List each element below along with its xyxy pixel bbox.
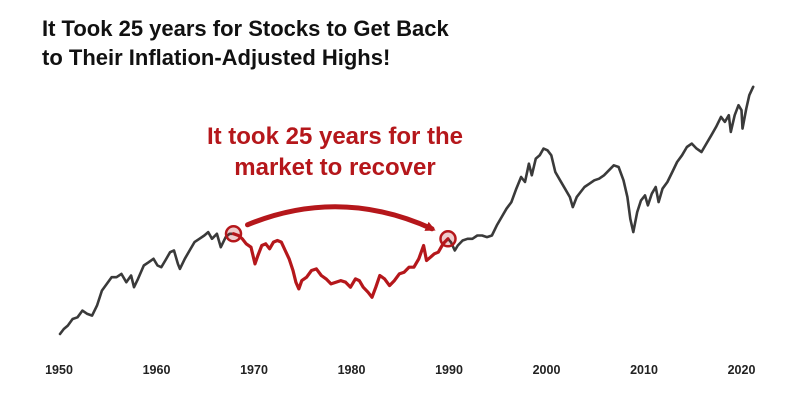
x-tick-label: 1990	[435, 363, 463, 377]
x-tick-label: 1980	[338, 363, 366, 377]
chart-title-line-2: to Their Inflation-Adjusted Highs!	[42, 45, 391, 70]
x-tick-label: 1950	[45, 363, 73, 377]
series-line-after-1990	[446, 85, 755, 252]
chart-title: It Took 25 years for Stocks to Get Back …	[42, 14, 449, 72]
marker-1968	[224, 225, 243, 243]
chart-title-line-1: It Took 25 years for Stocks to Get Back	[42, 16, 449, 41]
annotation-line-2: market to recover	[234, 154, 435, 181]
x-tick-label: 2020	[728, 363, 756, 377]
x-tick-label: 2000	[533, 363, 561, 377]
series-line-recovery-period	[231, 232, 450, 299]
annotation-line-1: It took 25 years for the	[207, 123, 463, 150]
x-tick-label: 1960	[143, 363, 171, 377]
x-tick-label: 2010	[630, 363, 658, 377]
series-line-before-1968	[58, 230, 235, 336]
marker-1990	[439, 230, 457, 248]
recovery-arrow	[245, 204, 436, 232]
x-tick-label: 1970	[240, 363, 268, 377]
